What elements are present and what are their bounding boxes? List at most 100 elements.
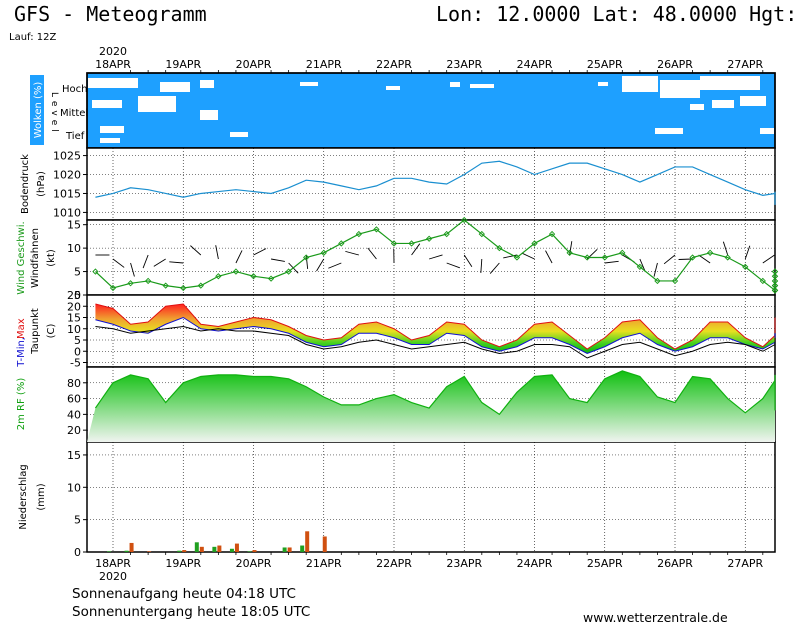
- y-tick-label: 5: [74, 334, 81, 347]
- wind-speed-point: [109, 284, 117, 292]
- wind-speed-point: [771, 277, 779, 285]
- precip-rain-bar: [182, 550, 187, 552]
- date-label-bottom: 23APR: [446, 557, 482, 570]
- wind-speed-point: [771, 268, 779, 275]
- precip-rain-bar: [305, 531, 310, 552]
- wind-speed-point: [496, 244, 503, 252]
- wind-speed-point: [636, 263, 644, 271]
- precip-yunit: (mm): [36, 483, 47, 510]
- date-label-top: 26APR: [657, 58, 693, 71]
- precip-rain-bar: [129, 542, 134, 552]
- precip-rain-bar: [322, 536, 327, 552]
- wind-speed-point: [742, 263, 749, 271]
- wind-speed-point: [144, 277, 152, 285]
- wind-speed-point: [566, 249, 573, 256]
- wind-barb: [744, 245, 751, 260]
- wind-speed-point: [584, 254, 591, 261]
- wind-yunit: (kt): [46, 249, 57, 267]
- clear-sky-patch: [138, 96, 176, 112]
- date-label-top: 21APR: [306, 58, 342, 71]
- location-coordinates: Lon: 12.0000 Lat: 48.0000 Hgt: 5: [436, 2, 800, 26]
- sunset-text: Sonnenuntergang heute 18:05 UTC: [72, 604, 311, 620]
- year-label-bottom: 2020: [99, 570, 127, 583]
- y-tick-label: -5: [70, 357, 81, 370]
- wind-speed-point: [513, 254, 521, 261]
- y-tick-label: 25: [67, 289, 81, 302]
- wind-barb: [463, 254, 473, 267]
- wind-speed-point: [338, 240, 345, 247]
- wind-barb: [142, 254, 149, 269]
- wind-speed-point: [250, 273, 257, 280]
- y-tick-label: 15: [67, 449, 81, 462]
- wind-barb: [112, 258, 125, 268]
- wind-barb: [270, 258, 285, 262]
- clear-sky-patch: [92, 100, 122, 108]
- wind-barb: [253, 248, 267, 256]
- wind-speed-point: [267, 275, 275, 282]
- wind-speed-point: [601, 254, 608, 261]
- wind-barb: [762, 254, 775, 264]
- date-label-top: 18APR: [95, 58, 131, 71]
- temperature-panel-frame: [86, 294, 776, 368]
- rh-series: [87, 370, 776, 442]
- date-label-bottom: 19APR: [165, 557, 201, 570]
- wind-speed-point: [689, 254, 696, 261]
- wind-speed-point: [461, 216, 468, 224]
- wind-speed-point: [373, 226, 380, 233]
- wind-speed-point: [162, 282, 169, 289]
- wind-speed-point: [232, 268, 240, 275]
- wind-speed-point: [771, 287, 779, 294]
- wind-barb: [722, 241, 729, 256]
- y-tick-label: 10: [67, 242, 81, 255]
- cloud-panel: Hoch Mittel Tief Level Wolken (%): [30, 72, 776, 149]
- y-tick-label: 10: [67, 481, 81, 494]
- wind-speed-point: [759, 277, 766, 285]
- wind-barb: [367, 247, 377, 260]
- wind-barb: [328, 262, 342, 269]
- y-tick-label: 5: [74, 266, 81, 279]
- temp-yunit: (C): [46, 324, 57, 339]
- wind-speed-point: [443, 230, 450, 238]
- wind-barb: [503, 254, 518, 259]
- y-tick-label: 1010: [53, 206, 81, 219]
- y-tick-label: 20: [67, 424, 81, 437]
- temp-ylabel-max: Max: [16, 318, 27, 339]
- clear-sky-patch: [598, 82, 608, 86]
- wind-speed-line: [95, 219, 776, 292]
- precip-series: [107, 531, 327, 552]
- level-hoch-label: Hoch: [62, 84, 87, 95]
- dewpoint-line: [95, 325, 776, 359]
- date-label-bottom: 27APR: [727, 557, 763, 570]
- clear-sky-patch: [760, 128, 774, 134]
- wind-speed-point: [478, 230, 485, 238]
- wind-panel-frame: [86, 219, 776, 296]
- wind-barb: [235, 250, 243, 264]
- pressure-series: [95, 160, 776, 205]
- wind-barb: [604, 260, 619, 264]
- date-label-bottom: 25APR: [587, 557, 623, 570]
- y-tick-label: 1015: [53, 187, 81, 200]
- level-tief-label: Tief: [65, 131, 85, 142]
- wind-speed-series: [92, 216, 779, 294]
- clear-sky-patch: [386, 86, 400, 90]
- wind-ylabel2: Windfahnen: [30, 228, 41, 288]
- clear-sky-patch: [230, 132, 248, 137]
- wind-speed-point: [425, 235, 433, 242]
- y-tick-label: 0: [74, 546, 81, 559]
- temperature-band: [95, 304, 775, 354]
- wind-barb: [428, 254, 443, 260]
- clear-sky-patch: [740, 96, 766, 106]
- wind-barb: [169, 261, 184, 264]
- clear-sky-patch: [100, 138, 120, 143]
- clear-sky-patch: [655, 128, 683, 134]
- wind-speed-point: [215, 273, 222, 280]
- precip-rain-bar: [217, 545, 222, 552]
- clear-sky-patch: [160, 82, 190, 92]
- precip-conv-bar: [282, 547, 287, 552]
- y-tick-label: 20: [67, 300, 81, 313]
- precip-conv-bar: [124, 550, 129, 552]
- wind-speed-point: [320, 249, 327, 256]
- wind-speed-point: [408, 240, 415, 247]
- pressure-yunit: (hPa): [36, 171, 47, 197]
- wind-barb: [480, 258, 483, 273]
